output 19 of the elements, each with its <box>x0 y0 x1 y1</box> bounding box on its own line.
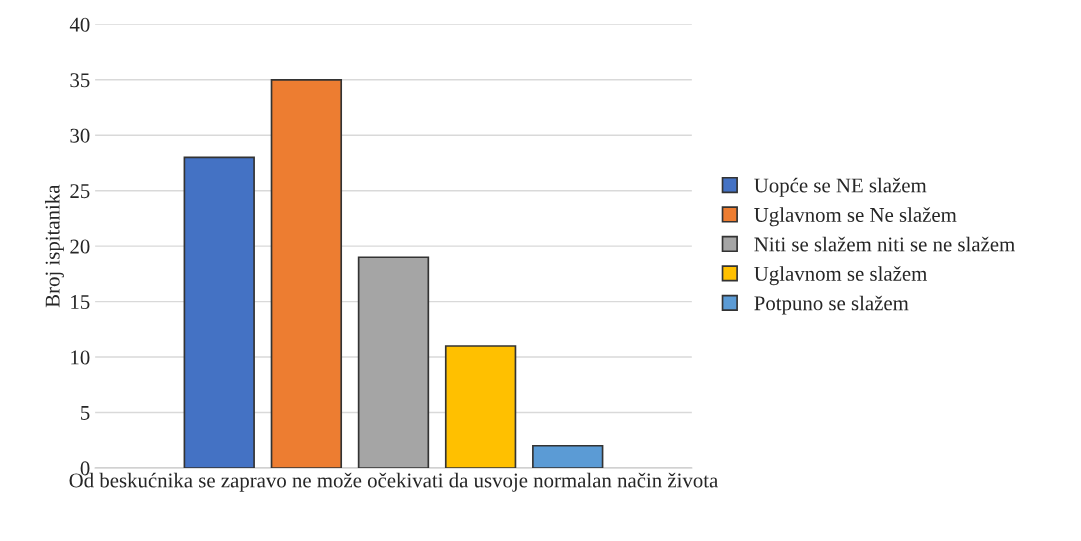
y-tick-label: 20 <box>70 239 90 254</box>
y-tick-label: 40 <box>69 17 90 32</box>
legend-label: Niti se slažem niti se ne slažem <box>754 236 1015 252</box>
y-tick-label: 30 <box>70 128 90 143</box>
bar <box>532 444 604 468</box>
legend-label: Uglavnom se slažem <box>754 266 928 286</box>
bar <box>270 78 343 468</box>
legend-label: Potpuno se slažem <box>754 295 909 315</box>
y-tick-label: 10 <box>71 350 90 365</box>
y-axis-title: Broj ispitanika <box>44 184 64 308</box>
legend-label: Uopće se NE slažem <box>754 177 927 197</box>
y-tick-label: 15 <box>71 295 90 310</box>
legend-label: Uglavnom se Ne slažem <box>754 207 957 227</box>
bar <box>357 256 430 468</box>
y-tick-label: 5 <box>81 406 90 420</box>
y-tick-label: 35 <box>70 73 90 88</box>
bar <box>183 156 255 468</box>
y-tick-label: 25 <box>70 184 90 199</box>
bar <box>444 345 517 468</box>
